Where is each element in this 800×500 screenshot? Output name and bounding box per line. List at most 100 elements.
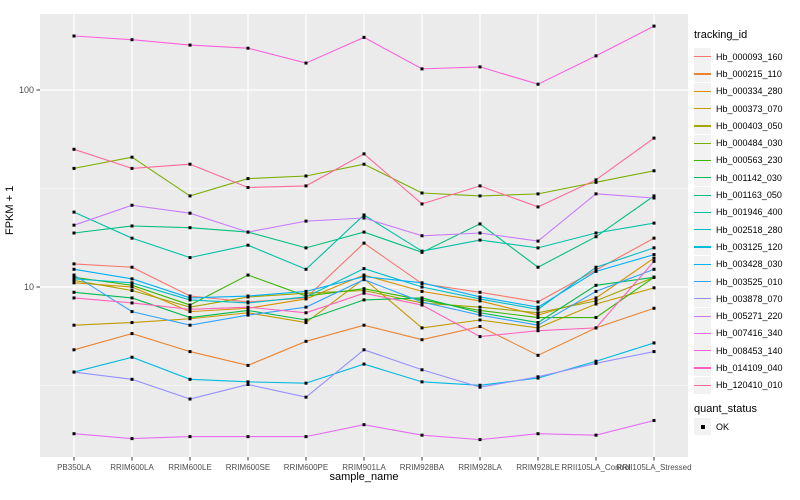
data-point-marker — [130, 377, 134, 381]
data-point-marker — [72, 273, 76, 277]
data-point-marker — [536, 300, 540, 304]
data-point-marker — [536, 353, 540, 357]
data-point-marker — [188, 294, 192, 298]
data-point-marker — [130, 155, 134, 159]
legend-item-Hb_003428_030: Hb_003428_030 — [694, 255, 800, 273]
data-point-marker — [594, 283, 598, 287]
legend-label: Hb_000403_050 — [716, 120, 783, 131]
data-point-marker — [130, 285, 134, 289]
data-point-marker — [304, 395, 308, 399]
data-point-marker — [246, 311, 250, 315]
data-point-marker — [130, 265, 134, 269]
data-point-marker — [652, 221, 656, 225]
legend-key-line-icon — [694, 169, 711, 187]
data-point-marker — [362, 287, 366, 291]
data-point-marker — [362, 348, 366, 352]
legend-label: Hb_001142_030 — [716, 172, 782, 183]
legend-panel: tracking_id Hb_000093_160 Hb_000215_110 Hb… — [694, 28, 800, 436]
legend-item-Hb_003125_120: Hb_003125_120 — [694, 238, 800, 256]
legend-key-line-icon — [694, 186, 711, 204]
data-point-marker — [72, 267, 76, 271]
data-point-marker — [652, 256, 656, 260]
legend-item-quant-ok: OK — [694, 418, 800, 436]
legend-item-Hb_001142_030: Hb_001142_030 — [694, 169, 800, 187]
data-point-marker — [246, 380, 250, 384]
data-point-marker — [72, 370, 76, 374]
data-point-marker — [536, 265, 540, 269]
data-point-marker — [246, 243, 250, 247]
legend-key-line-icon — [694, 307, 711, 325]
legend-item-Hb_000403_050: Hb_000403_050 — [694, 117, 800, 135]
data-point-marker — [304, 291, 308, 295]
data-point-marker — [478, 222, 482, 226]
data-point-marker — [304, 61, 308, 65]
data-point-marker — [478, 438, 482, 442]
data-point-marker — [594, 269, 598, 273]
legend-item-Hb_014109_040: Hb_014109_040 — [694, 359, 800, 377]
data-point-marker — [652, 350, 656, 354]
data-point-marker — [72, 296, 76, 300]
data-point-marker — [188, 305, 192, 309]
x-tick-label: RRIM600LE — [168, 463, 212, 472]
legend-key-line-icon — [694, 342, 711, 360]
data-point-marker — [72, 323, 76, 327]
data-point-marker — [594, 54, 598, 58]
legend-item-Hb_120410_010: Hb_120410_010 — [694, 376, 800, 394]
data-point-marker — [536, 205, 540, 209]
data-point-marker — [246, 301, 250, 305]
data-point-marker — [420, 433, 424, 437]
legend-key-line-icon — [694, 273, 711, 290]
data-point-marker — [594, 359, 598, 363]
data-point-marker — [188, 162, 192, 166]
data-point-marker — [420, 67, 424, 71]
x-tick-label: RRIM928LA — [458, 463, 502, 472]
data-point-marker — [652, 236, 656, 240]
legend-label: Hb_003428_030 — [716, 259, 783, 270]
legend-key-square-icon — [694, 418, 711, 436]
data-point-marker — [188, 298, 192, 302]
legend-label: Hb_000373_070 — [716, 103, 783, 114]
data-point-marker — [130, 38, 134, 42]
data-point-marker — [188, 194, 192, 198]
data-point-marker — [130, 321, 134, 325]
data-point-marker — [362, 230, 366, 234]
data-point-marker — [594, 180, 598, 184]
legend-quant-rows: OK — [694, 418, 800, 436]
data-point-marker — [72, 166, 76, 170]
data-point-marker — [246, 313, 250, 317]
data-point-marker — [652, 136, 656, 140]
data-point-marker — [594, 316, 598, 320]
data-point-marker — [72, 432, 76, 436]
data-point-marker — [246, 185, 250, 189]
data-point-marker — [652, 341, 656, 345]
legend-item-Hb_000484_030: Hb_000484_030 — [694, 134, 800, 152]
data-point-marker — [188, 43, 192, 47]
data-point-marker — [72, 147, 76, 151]
data-point-marker — [304, 295, 308, 299]
data-point-marker — [478, 383, 482, 387]
data-point-marker — [130, 355, 134, 359]
legend-key-line-icon — [694, 151, 711, 169]
data-point-marker — [188, 377, 192, 381]
x-tick-label: RRIM928LE — [516, 463, 560, 472]
legend-key-line-icon — [694, 290, 711, 308]
data-point-marker — [362, 213, 366, 217]
data-point-marker — [130, 310, 134, 314]
data-point-marker — [652, 246, 656, 250]
data-point-marker — [188, 256, 192, 260]
data-point-marker — [130, 283, 134, 287]
data-point-marker — [362, 298, 366, 302]
x-tick-label: RRII105LA_Control — [561, 463, 631, 472]
data-point-marker — [304, 246, 308, 250]
data-point-marker — [246, 177, 250, 181]
data-point-marker — [420, 296, 424, 300]
data-point-marker — [188, 435, 192, 439]
legend-label: Hb_003878_070 — [716, 293, 783, 304]
legend-item-Hb_001946_400: Hb_001946_400 — [694, 203, 800, 221]
legend-label: Hb_003525_010 — [716, 276, 783, 287]
data-point-marker — [478, 295, 482, 299]
data-point-marker — [188, 397, 192, 401]
data-point-marker — [536, 311, 540, 315]
data-point-marker — [594, 235, 598, 239]
